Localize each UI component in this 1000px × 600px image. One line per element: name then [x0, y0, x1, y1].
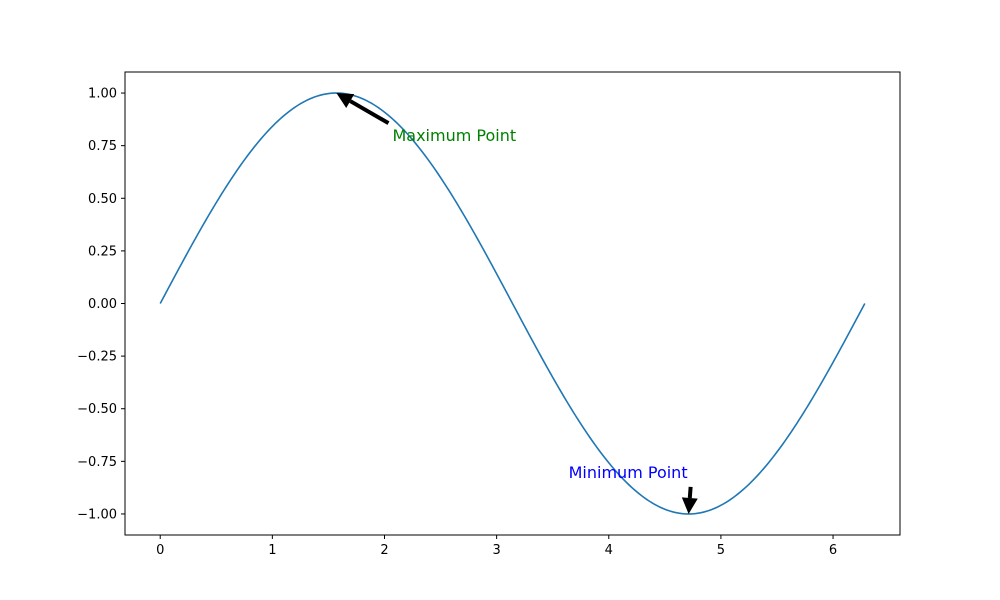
minimum-point-arrow-head — [681, 497, 698, 514]
minimum-point-arrow-shaft — [687, 486, 693, 499]
x-tick-label: 0 — [156, 543, 164, 558]
maximum-point-arrow-shaft — [349, 99, 390, 125]
y-tick-label: 1.00 — [88, 87, 117, 102]
series-line-0 — [159, 92, 866, 515]
y-tick-label: −0.50 — [77, 402, 117, 417]
y-tick-label: 0.75 — [88, 139, 117, 154]
x-tick-label: 6 — [829, 543, 837, 558]
annotation-layer: Maximum Point Minimum Point — [336, 93, 698, 514]
minimum-point-label: Minimum Point — [569, 463, 688, 482]
y-tick-label: 0.00 — [88, 297, 117, 312]
y-axis: 1.00 0.75 0.50 0.25 0.00 −0.25 −0.50 −0.75 −1.00 — [77, 87, 125, 522]
y-tick-label: 0.25 — [88, 244, 117, 259]
y-tick-label: −1.00 — [77, 507, 117, 522]
y-tick-label: −0.25 — [77, 350, 117, 365]
maximum-point-label: Maximum Point — [392, 126, 516, 145]
x-tick-label: 4 — [605, 543, 613, 558]
x-axis: 0 1 2 3 4 5 6 — [156, 535, 837, 558]
maximum-point-arrow-head — [336, 93, 355, 108]
x-tick-label: 5 — [717, 543, 725, 558]
x-tick-label: 1 — [268, 543, 276, 558]
y-tick-label: 0.50 — [88, 192, 117, 207]
y-tick-label: −0.75 — [77, 455, 117, 470]
x-tick-label: 2 — [380, 543, 388, 558]
series-layer — [159, 92, 866, 515]
x-tick-label: 3 — [492, 543, 500, 558]
